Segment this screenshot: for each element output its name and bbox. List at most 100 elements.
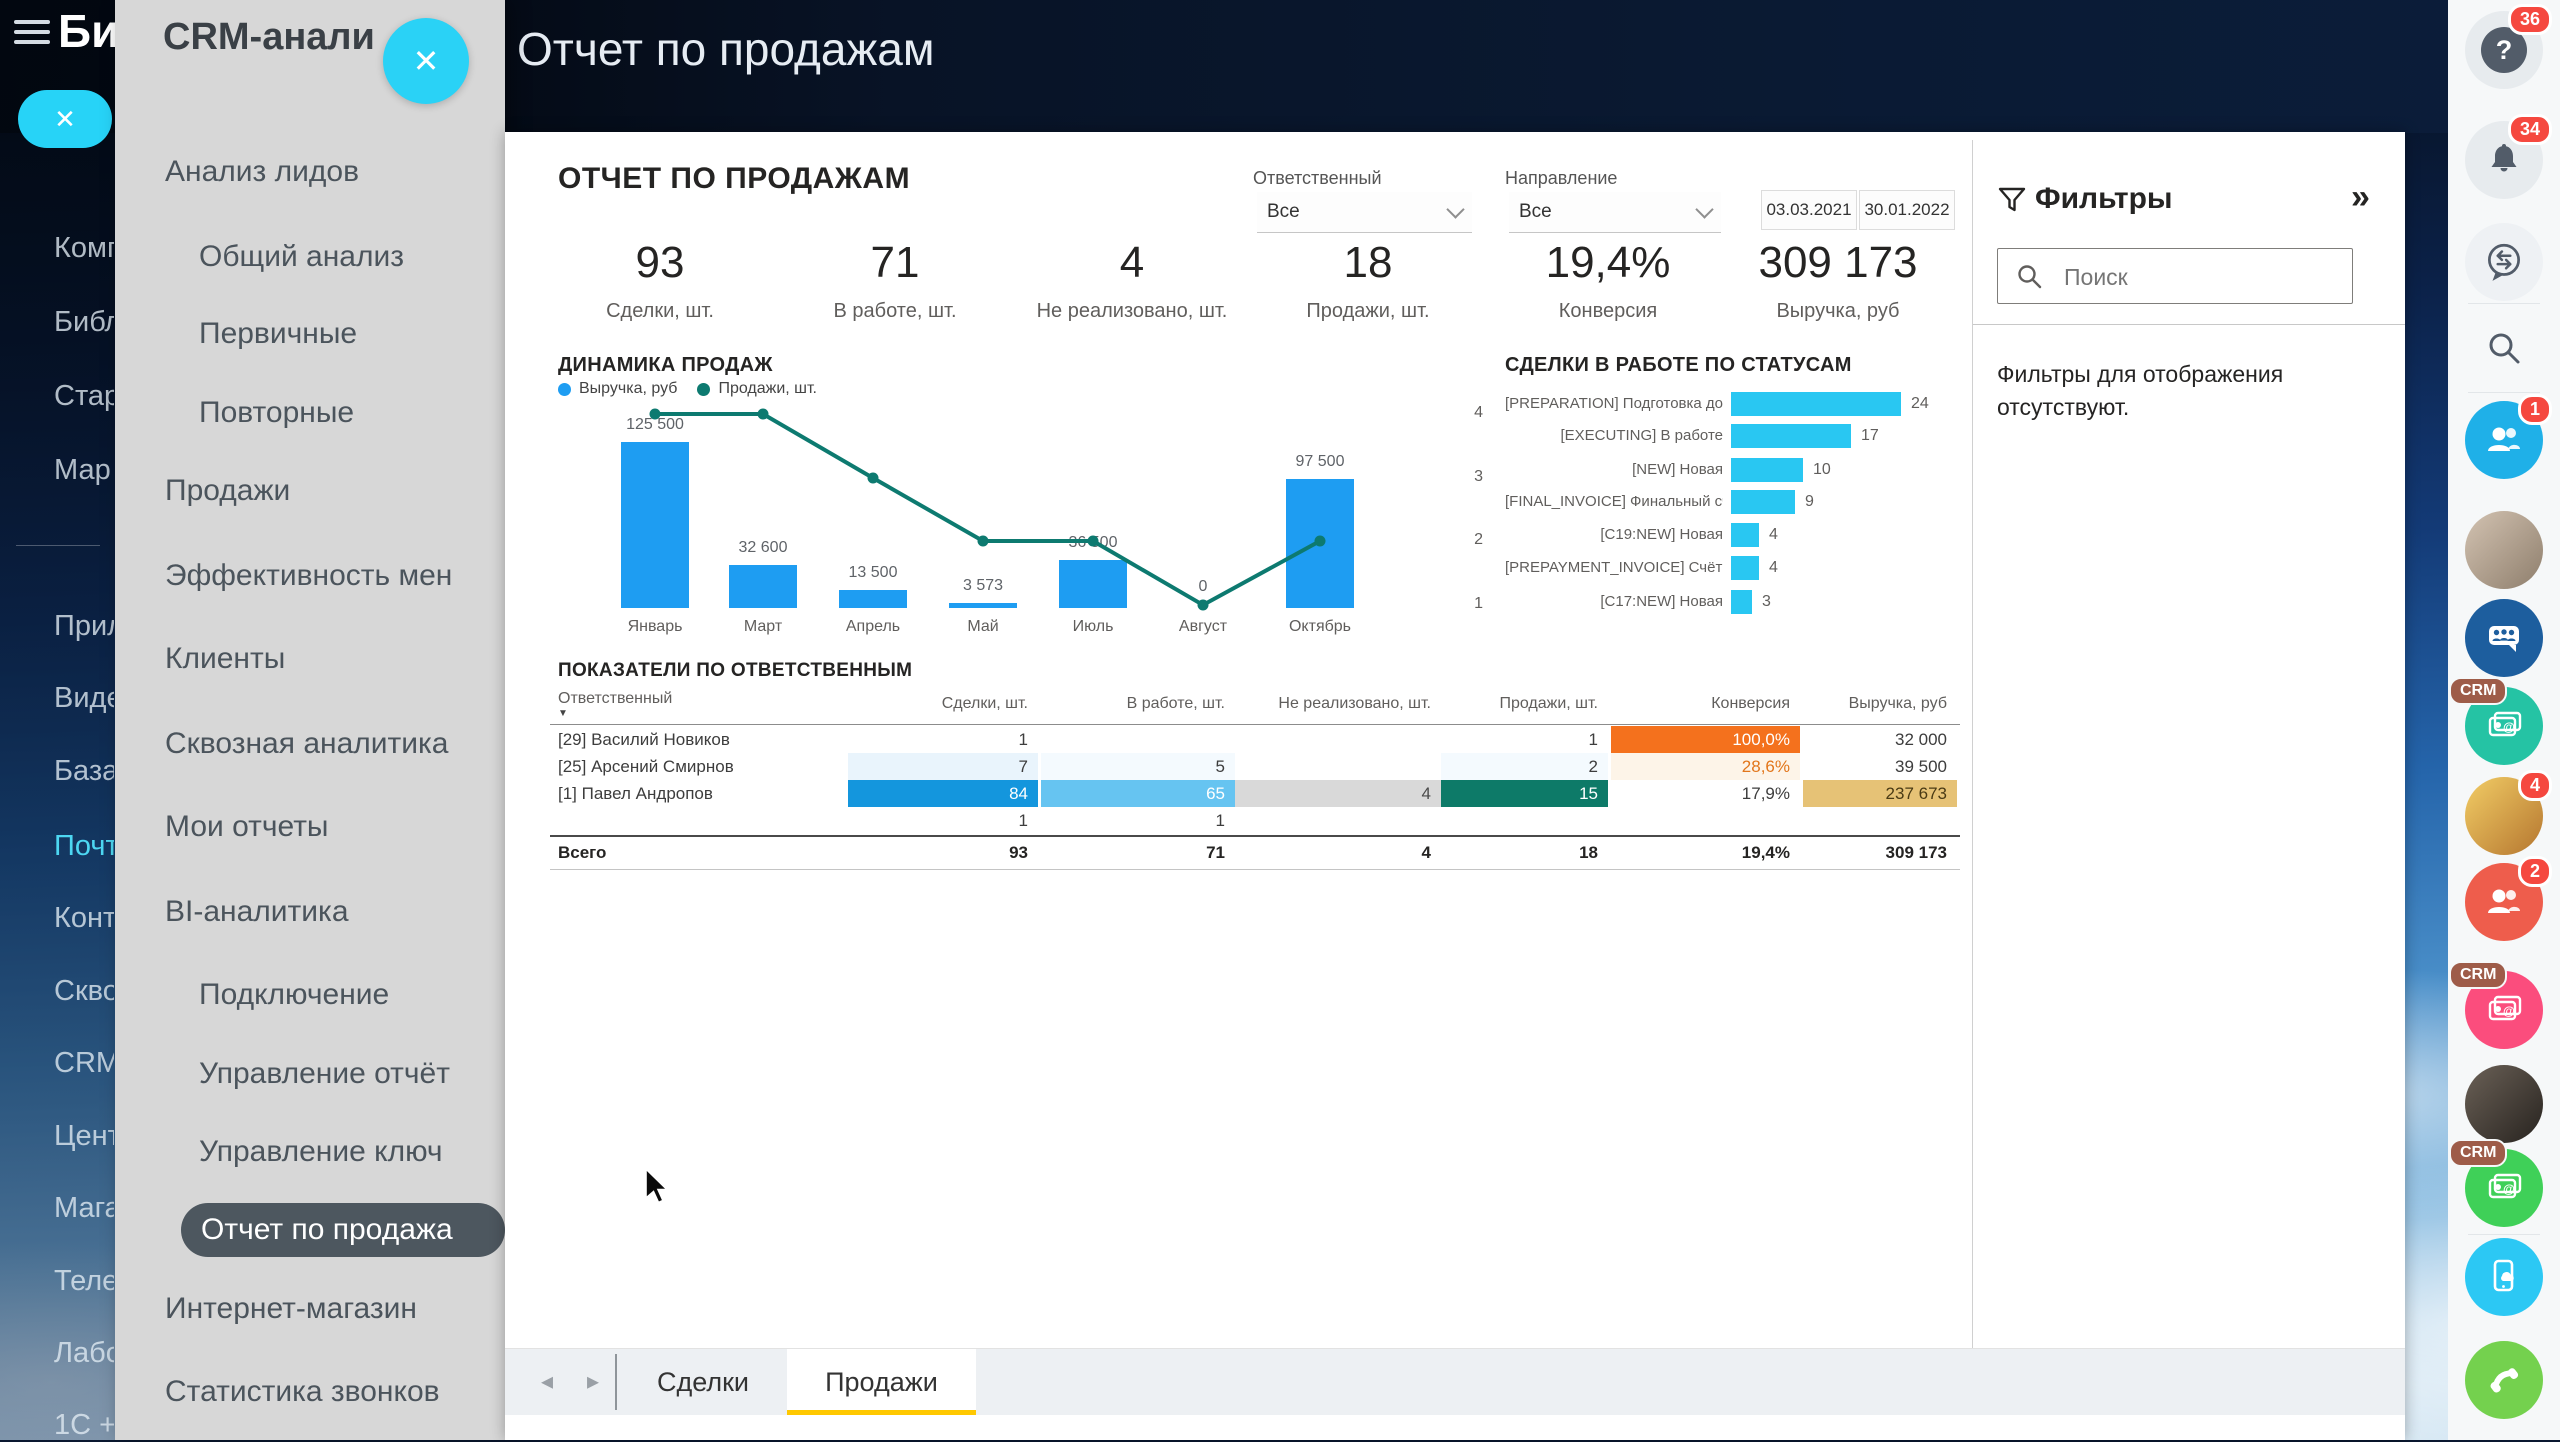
status-bar[interactable] xyxy=(1731,556,1759,580)
x-axis-label: Апрель xyxy=(845,618,901,635)
direction-dropdown[interactable]: Все xyxy=(1509,192,1721,233)
bg-menu-item-active[interactable]: Почт xyxy=(54,830,114,862)
assistant-bot-avatar[interactable]: 4 xyxy=(2465,770,2552,855)
status-bar[interactable] xyxy=(1731,392,1901,416)
table-row[interactable]: [29] Василий Новиков 1 1 100,0% 32 000 xyxy=(505,726,1972,753)
panel-item-sales-report-selected[interactable]: Отчет по продажа xyxy=(181,1203,505,1257)
crm-chat-button[interactable]: CRM @ xyxy=(2449,677,2543,765)
bg-menu-item[interactable]: Мага xyxy=(54,1192,114,1224)
kpi-label: Не реализовано, шт. xyxy=(1036,300,1228,322)
panel-item-primary[interactable]: Первичные xyxy=(199,317,358,350)
bar-january[interactable] xyxy=(621,442,689,608)
kpi-value: 71 xyxy=(870,238,920,287)
bg-menu-item[interactable]: Конт xyxy=(54,902,114,934)
panel-item-call-statistics[interactable]: Статистика звонков xyxy=(165,1375,440,1408)
bg-menu-item[interactable]: База xyxy=(54,755,114,787)
filters-search-box[interactable] xyxy=(1997,248,2353,304)
panel-close-button[interactable]: ✕ xyxy=(383,18,469,104)
chat-badge: 2 xyxy=(2517,856,2552,887)
column-header-conversion[interactable]: Конверсия xyxy=(1711,695,1790,712)
mobile-app-button[interactable] xyxy=(2465,1238,2543,1316)
collapse-panel-button[interactable]: » xyxy=(2351,178,2370,216)
panel-item-online-store[interactable]: Интернет-магазин xyxy=(165,1292,417,1325)
avatar[interactable] xyxy=(2465,511,2543,589)
group-chat-red-button[interactable]: 2 xyxy=(2465,856,2552,941)
bg-menu-item[interactable]: Библ xyxy=(54,306,114,338)
panel-item-lead-analysis[interactable]: Анализ лидов xyxy=(165,155,360,188)
bg-menu-item[interactable]: Комп xyxy=(54,232,114,264)
bg-menu-item[interactable]: 1С + xyxy=(54,1409,114,1441)
bar-october[interactable] xyxy=(1286,479,1354,608)
kpi-value: 93 xyxy=(635,238,685,287)
filters-search-input[interactable] xyxy=(2062,257,2346,297)
column-header-in-work[interactable]: В работе, шт. xyxy=(1126,695,1225,712)
kpi-value: 18 xyxy=(1343,238,1393,287)
help-button[interactable]: ? 36 xyxy=(2465,4,2552,89)
status-bar[interactable] xyxy=(1731,458,1803,482)
panel-item-report-management[interactable]: Управление отчёт xyxy=(199,1057,450,1090)
cell-revenue: 39 500 xyxy=(1895,756,1947,776)
tabs-next-arrow[interactable]: ▸ xyxy=(587,1368,600,1395)
search-button[interactable] xyxy=(2465,309,2543,387)
column-header-failed[interactable]: Не реализовано, шт. xyxy=(1278,695,1431,712)
messenger-button[interactable] xyxy=(2465,223,2543,301)
table-row[interactable]: [1] Павел Андропов 84 65 4 15 17,9% 237 … xyxy=(505,780,1972,807)
hamburger-menu-icon[interactable] xyxy=(14,20,50,46)
panel-item-manager-efficiency[interactable]: Эффективность мен xyxy=(165,559,453,592)
table-row[interactable]: 1 1 xyxy=(505,807,1972,834)
column-header-responsible[interactable]: Ответственный ▼ xyxy=(558,686,843,722)
column-header-revenue[interactable]: Выручка, руб xyxy=(1848,695,1947,712)
table-total-divider xyxy=(550,835,1960,837)
bg-menu-item[interactable]: Стар xyxy=(54,380,114,412)
group-chat-button[interactable] xyxy=(2465,599,2543,677)
bg-menu-item[interactable]: CRM xyxy=(54,1047,114,1079)
responsible-dropdown[interactable]: Все xyxy=(1257,192,1472,233)
background-menu-close-button[interactable]: ✕ xyxy=(18,90,112,148)
date-to-field[interactable]: 30.01.2022 xyxy=(1859,190,1955,230)
panel-item-my-reports[interactable]: Мои отчеты xyxy=(165,810,329,843)
bg-menu-item[interactable]: Цент xyxy=(54,1120,114,1152)
crm-chat-green-button[interactable]: CRM @ xyxy=(2449,1139,2543,1227)
bar-july[interactable] xyxy=(1059,560,1127,608)
page-title: Отчет по продажам xyxy=(517,23,935,75)
column-header-deals[interactable]: Сделки, шт. xyxy=(941,695,1028,712)
panel-item-general-analysis[interactable]: Общий анализ xyxy=(199,240,405,273)
table-row[interactable]: [25] Арсений Смирнов 7 5 2 28,6% 39 500 xyxy=(505,753,1972,780)
tab-deals[interactable]: Сделки xyxy=(623,1349,783,1416)
panel-item-end-to-end-analytics[interactable]: Сквозная аналитика xyxy=(165,727,449,760)
kpi-label: Конверсия xyxy=(1558,300,1658,322)
panel-item-clients[interactable]: Клиенты xyxy=(165,642,286,675)
brand-logo[interactable]: Би xyxy=(58,5,120,57)
bg-menu-item[interactable]: Прил xyxy=(54,610,114,642)
notifications-button[interactable]: 34 xyxy=(2465,114,2552,199)
status-bar[interactable] xyxy=(1731,523,1759,547)
cell-sales: 15 xyxy=(1441,780,1608,807)
panel-item-sales[interactable]: Продажи xyxy=(165,474,291,507)
panel-item-connection[interactable]: Подключение xyxy=(199,978,390,1011)
cell-sales xyxy=(1441,807,1608,834)
status-bar[interactable] xyxy=(1731,424,1851,448)
bar-may[interactable] xyxy=(949,603,1017,608)
telephony-button[interactable] xyxy=(2465,1341,2543,1419)
bar-march[interactable] xyxy=(729,565,797,608)
legend-dot-revenue xyxy=(558,382,571,396)
invite-users-button[interactable]: 1 xyxy=(2465,394,2552,479)
bar-april[interactable] xyxy=(839,590,907,608)
panel-item-repeat[interactable]: Повторные xyxy=(199,396,355,429)
bg-menu-item[interactable]: Теле xyxy=(54,1265,114,1297)
x-axis-label: Август xyxy=(1178,618,1228,635)
panel-item-key-management[interactable]: Управление ключ xyxy=(199,1135,443,1168)
date-from-field[interactable]: 03.03.2021 xyxy=(1761,190,1857,230)
avatar[interactable] xyxy=(2465,1065,2543,1143)
bg-menu-item[interactable]: Мар xyxy=(54,454,111,486)
panel-item-bi-analytics[interactable]: BI-аналитика xyxy=(165,895,349,928)
status-bar[interactable] xyxy=(1731,490,1795,514)
tab-sales-active[interactable]: Продажи xyxy=(787,1349,976,1416)
tabs-prev-arrow[interactable]: ◂ xyxy=(541,1368,554,1395)
column-header-sales[interactable]: Продажи, шт. xyxy=(1499,695,1598,712)
crm-chat-pink-button[interactable]: CRM @ xyxy=(2449,961,2543,1049)
bg-menu-item[interactable]: Скво xyxy=(54,975,114,1007)
status-bar[interactable] xyxy=(1731,590,1752,614)
bg-menu-item[interactable]: Виде xyxy=(54,682,114,714)
bg-menu-item[interactable]: Лабо xyxy=(54,1337,114,1369)
